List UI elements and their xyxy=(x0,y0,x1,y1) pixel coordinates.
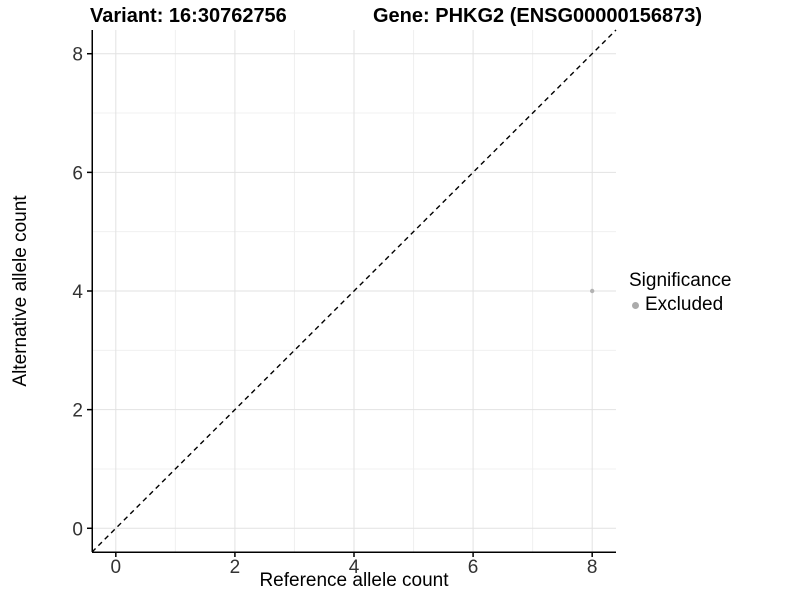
x-tick-label: 4 xyxy=(349,557,360,578)
legend: Significance Excluded xyxy=(629,270,731,316)
variant-title: Variant: 16:30762756 xyxy=(90,5,287,27)
legend-key-dot-icon xyxy=(632,301,639,309)
legend-item: Excluded xyxy=(629,294,731,316)
y-tick-label: 8 xyxy=(72,45,83,66)
x-axis-title: Reference allele count xyxy=(259,570,449,591)
y-tick-label: 6 xyxy=(72,163,83,184)
data-point xyxy=(589,288,595,294)
y-tick-label: 4 xyxy=(72,282,83,303)
x-tick-label: 6 xyxy=(468,557,479,578)
x-tick-label: 0 xyxy=(111,557,122,578)
legend-item-label: Excluded xyxy=(645,294,724,315)
x-tick-label: 2 xyxy=(230,557,241,578)
x-tick-label: 8 xyxy=(587,557,598,578)
legend-title: Significance xyxy=(629,270,732,291)
gene-title: Gene: PHKG2 (ENSG00000156873) xyxy=(373,5,703,27)
y-axis-title: Alternative allele count xyxy=(10,195,31,387)
y-tick-label: 0 xyxy=(72,519,83,540)
identity-dashed-line xyxy=(91,29,617,553)
y-tick-label: 2 xyxy=(72,401,83,422)
legend-items: Excluded xyxy=(629,294,731,316)
